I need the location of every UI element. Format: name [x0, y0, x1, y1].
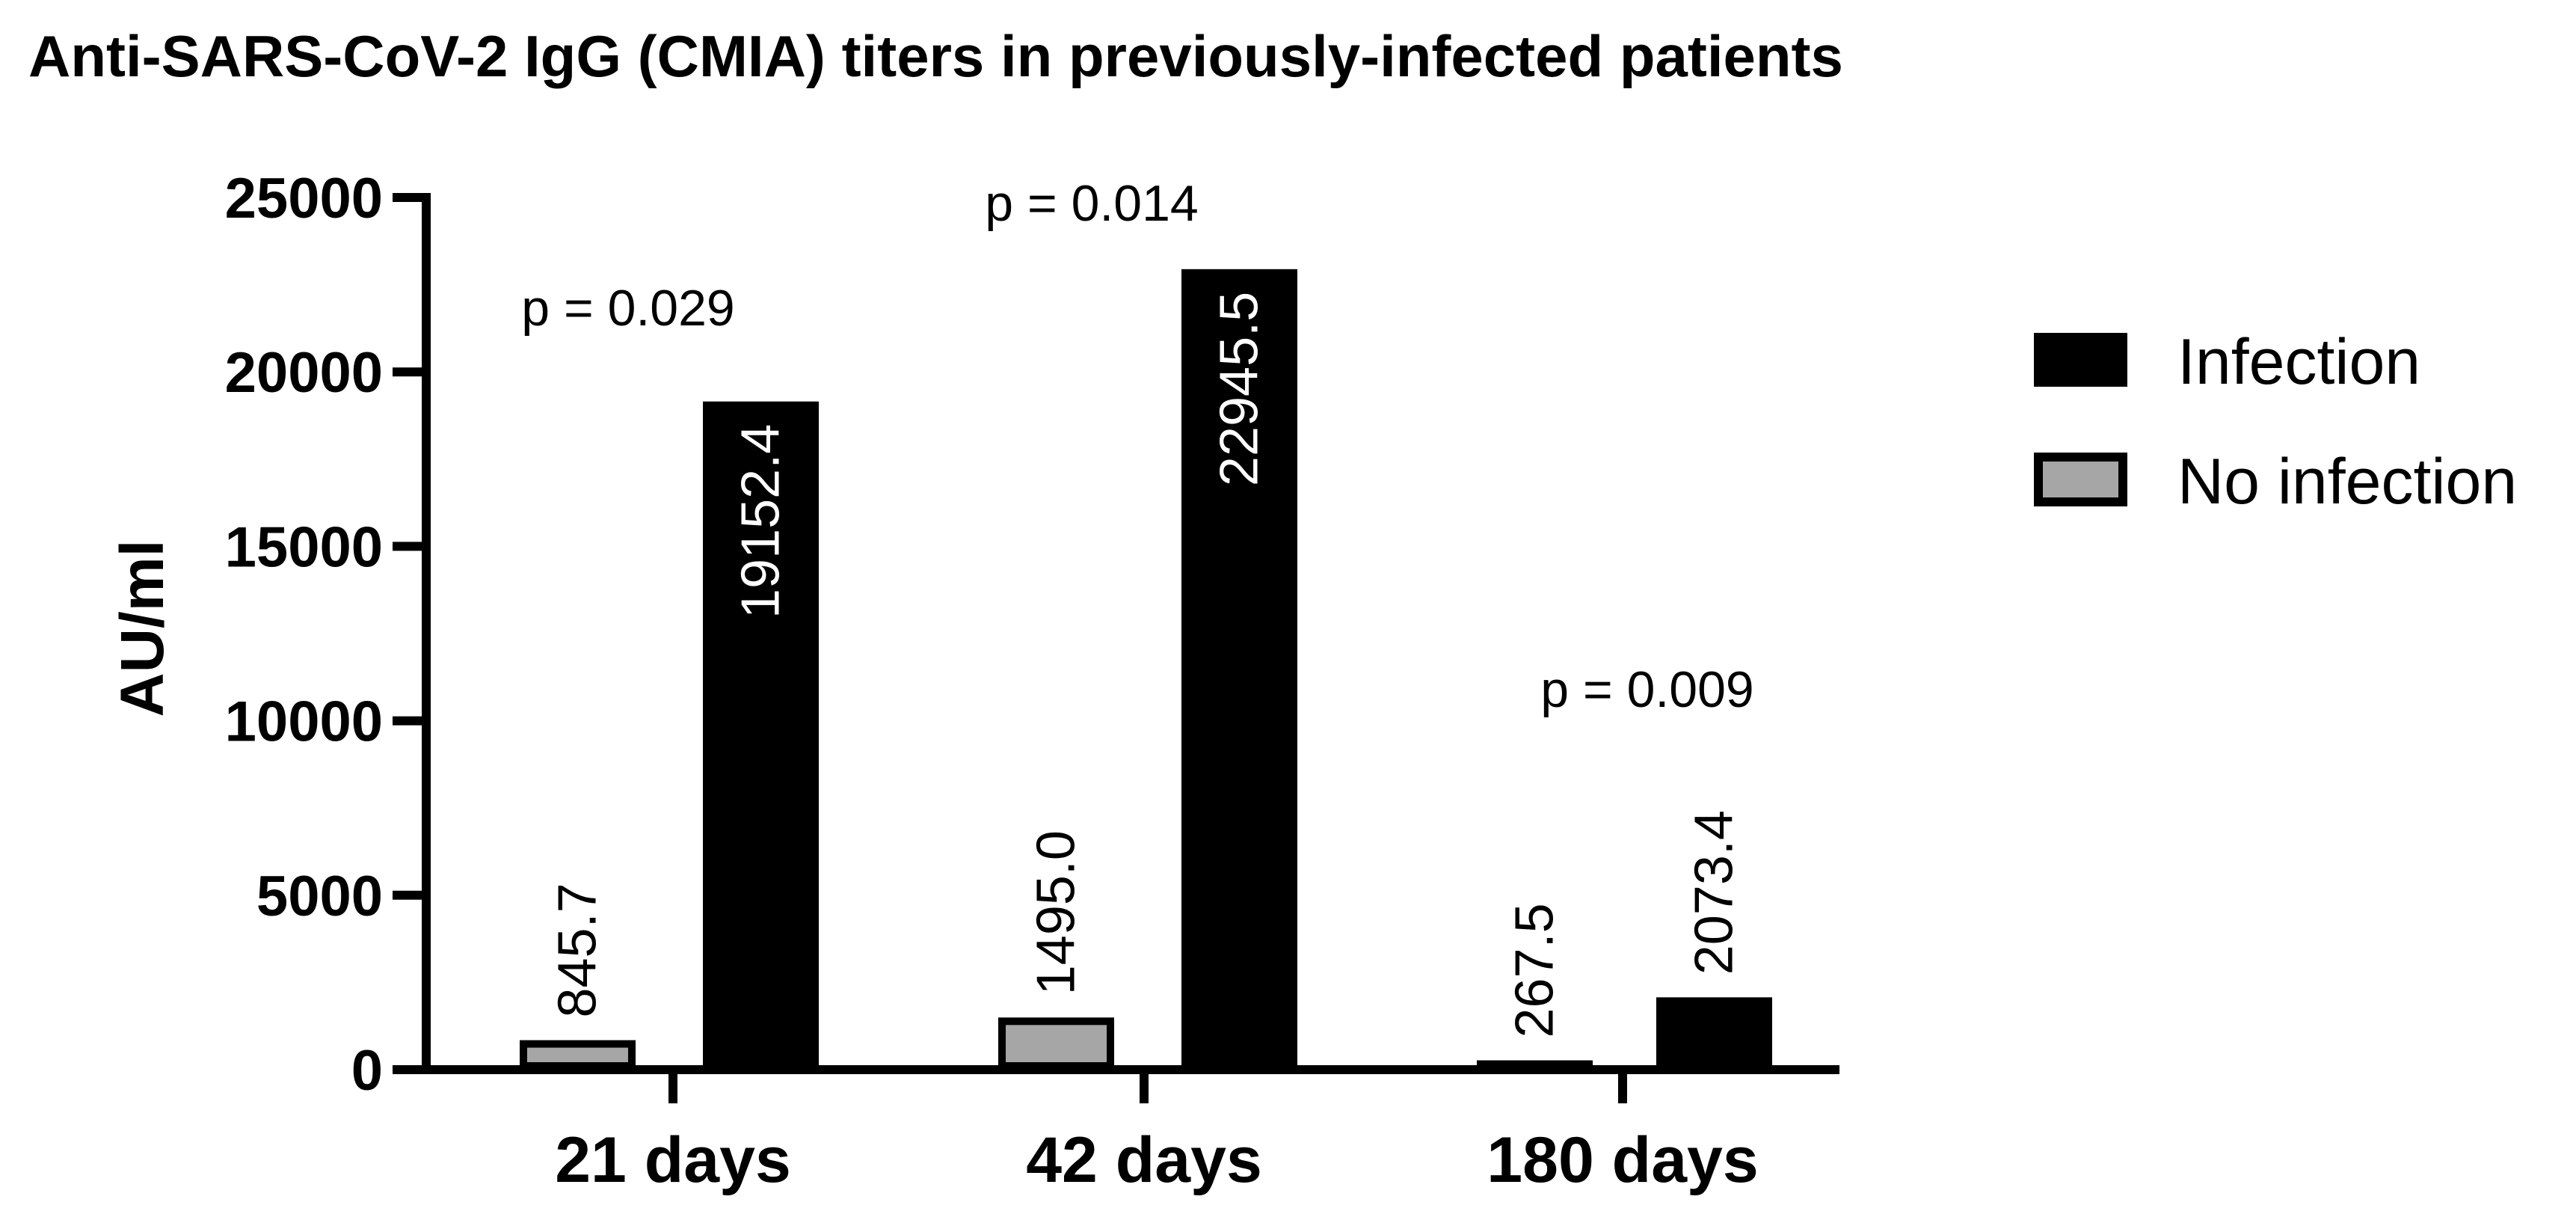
- bar-infection: [703, 401, 819, 1070]
- bar-no-infection: [1477, 1060, 1593, 1070]
- bar-infection: [1181, 269, 1297, 1070]
- x-tick-label: 180 days: [1487, 1124, 1758, 1196]
- y-axis-label: AU/ml: [108, 540, 176, 717]
- p-value-label: p = 0.009: [1540, 661, 1753, 718]
- bar-no-infection: [998, 1017, 1114, 1070]
- data-label: 19152.4: [731, 424, 791, 619]
- legend-label: Infection: [2177, 326, 2420, 398]
- y-tick-label: 10000: [225, 690, 383, 754]
- y-tick-label: 5000: [256, 865, 383, 928]
- data-label: 2073.4: [1685, 810, 1745, 975]
- data-label: 1495.0: [1027, 830, 1086, 995]
- y-tick-label: 0: [351, 1039, 383, 1103]
- legend-swatch-infection: [2034, 333, 2127, 387]
- p-value-label: p = 0.014: [985, 175, 1198, 232]
- p-value-label: p = 0.029: [521, 280, 734, 337]
- bar-no-infection: [520, 1040, 636, 1070]
- y-tick-label: 15000: [225, 515, 383, 579]
- chart-title: Anti-SARS-CoV-2 IgG (CMIA) titers in pre…: [28, 23, 1843, 89]
- legend: Infection No infection: [2034, 326, 2517, 518]
- y-tick-label: 20000: [225, 341, 383, 405]
- x-tick-label: 42 days: [1026, 1124, 1262, 1196]
- legend-label: No infection: [2177, 446, 2517, 518]
- data-label: 22945.5: [1210, 292, 1270, 486]
- data-label: 845.7: [548, 883, 608, 1017]
- y-tick-label: 25000: [225, 167, 383, 230]
- x-tick-label: 21 days: [555, 1124, 791, 1196]
- data-label: 267.5: [1505, 903, 1565, 1038]
- bar-infection: [1656, 997, 1772, 1070]
- plot-area: 0 5000 10000 15000 20000 25000 21 days 845.7 191…: [225, 167, 1839, 1196]
- legend-swatch-no-infection: [2034, 453, 2127, 506]
